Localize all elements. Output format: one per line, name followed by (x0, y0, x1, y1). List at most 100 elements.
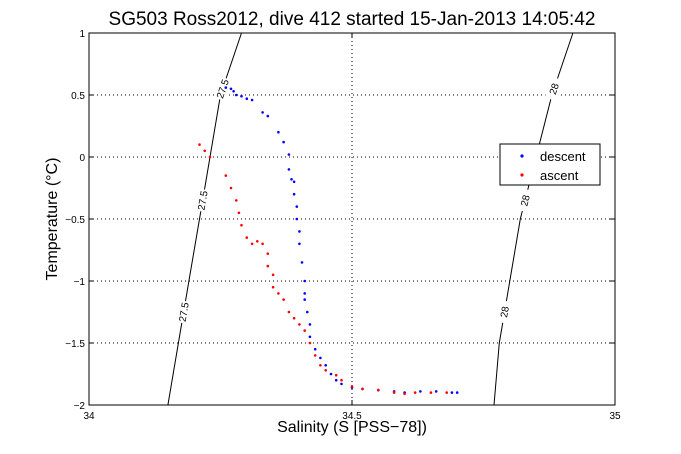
ascent-point (292, 316, 296, 320)
contour-label: 28 (519, 194, 533, 208)
descent-point (229, 87, 233, 91)
descent-point (308, 335, 312, 339)
ascent-point (266, 252, 270, 255)
y-tick-label: 1 (79, 29, 85, 40)
descent-point (334, 378, 338, 382)
y-tick-label: −1 (74, 277, 86, 288)
ascent-point (340, 378, 343, 382)
contour-label-bg (175, 300, 192, 324)
ascent-point (235, 199, 238, 202)
descent-point (324, 364, 328, 367)
contour-label-bg (194, 188, 211, 213)
ascent-point (287, 310, 291, 314)
descent-point (266, 114, 270, 118)
contour-label-bg (516, 188, 534, 213)
data-points (198, 86, 459, 396)
descent-point (292, 192, 296, 196)
descent-point (295, 205, 299, 208)
ascent-point (429, 391, 433, 394)
ascent-point (319, 364, 322, 367)
legend-box (499, 143, 601, 186)
legend-label-ascent: ascent (540, 168, 579, 183)
descent-point (250, 98, 254, 102)
ascent-point (208, 155, 212, 159)
series-ascent (198, 143, 449, 396)
ascent-point (203, 149, 206, 153)
descent-point (290, 178, 293, 181)
descent-point (298, 230, 301, 233)
descent-point (287, 168, 291, 171)
y-tick-label: 0.5 (71, 91, 85, 102)
ascent-point (224, 174, 228, 177)
descent-point (319, 356, 322, 360)
plot-area (89, 33, 615, 405)
descent-point (240, 94, 243, 98)
descent-point (292, 180, 296, 184)
ascent-point (261, 242, 264, 246)
y-tick-label: −2 (74, 401, 86, 412)
contour-label: 28 (499, 305, 512, 318)
ascent-point (303, 329, 307, 332)
contour-label: 27.5 (178, 301, 192, 322)
legend-marker-descent (520, 154, 524, 158)
y-tick-label: −0.5 (65, 215, 85, 226)
ascent-point (277, 292, 280, 295)
ascent-point (266, 264, 270, 268)
descent-point (303, 279, 307, 283)
ascent-point (392, 391, 396, 394)
x-tick-label: 35 (609, 411, 621, 422)
descent-point (261, 111, 264, 114)
x-tick-label: 34.5 (342, 411, 362, 422)
ascent-point (350, 385, 354, 388)
descent-point (235, 93, 238, 97)
ascent-point (313, 354, 317, 357)
descent-point (450, 391, 454, 394)
y-tick-label: 0 (79, 153, 85, 164)
descent-point (419, 390, 422, 393)
descent-point (232, 90, 235, 93)
ascent-point (377, 388, 380, 392)
descent-point (282, 140, 285, 144)
chart-title: SG503 Ross2012, dive 412 started 15-Jan-… (109, 9, 596, 30)
ascent-point (198, 143, 201, 146)
ascent-point (403, 392, 406, 396)
ascent-point (324, 369, 328, 372)
descent-point (298, 242, 301, 246)
descent-point (306, 310, 309, 314)
axis-ticks: 34 34.5 35 −2 −1.5 −1 −0.5 0 0.5 1 (65, 29, 621, 422)
descent-point (277, 130, 280, 134)
ascent-point (240, 223, 243, 227)
contour-label: 28 (548, 82, 562, 96)
descent-point (245, 97, 249, 100)
descent-point (340, 382, 343, 386)
descent-point (287, 153, 291, 156)
ascent-point (361, 387, 364, 391)
contour-label-bg (213, 76, 232, 102)
contour-label-bg (544, 76, 564, 102)
descent-point (295, 217, 299, 221)
descent-point (303, 298, 307, 301)
ascent-point (298, 323, 301, 326)
legend: descent ascent (499, 143, 601, 186)
ascent-point (308, 341, 312, 345)
y-tick-label: −1.5 (65, 339, 85, 350)
descent-point (329, 372, 333, 376)
ascent-point (282, 298, 285, 301)
descent-point (308, 323, 312, 326)
ascent-point (229, 186, 233, 190)
legend-label-descent: descent (540, 149, 586, 164)
y-axis-label: Temperature (°C) (44, 158, 61, 281)
x-axis-label: Salinity (S [PSS−78]) (277, 419, 427, 436)
descent-point (224, 86, 228, 89)
x-tick-label: 34 (83, 411, 95, 422)
ascent-point (271, 273, 275, 277)
ascent-point (413, 391, 417, 394)
ascent-point (334, 373, 338, 377)
ascent-point (237, 211, 241, 215)
ascent-point (245, 236, 249, 239)
contour-label: 27.5 (197, 190, 211, 211)
ascent-point (250, 242, 254, 246)
ascent-point (271, 285, 275, 289)
